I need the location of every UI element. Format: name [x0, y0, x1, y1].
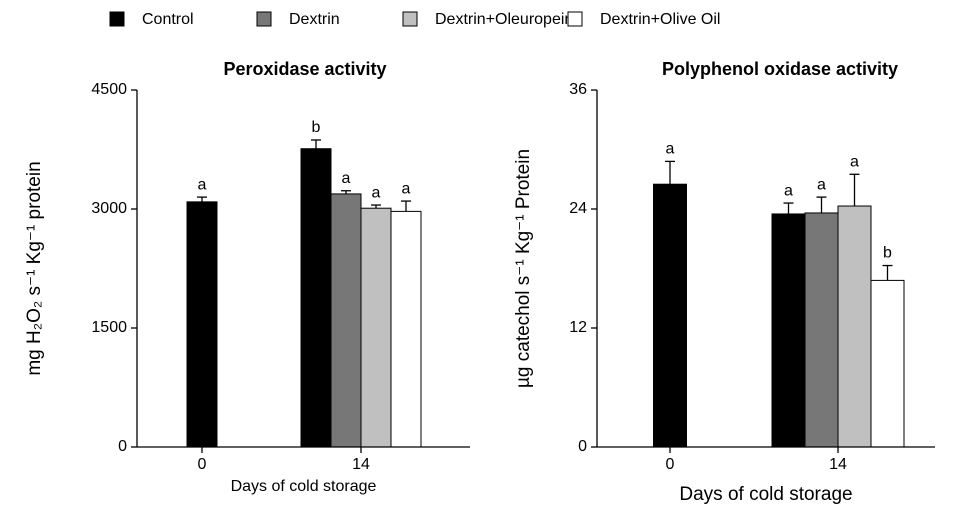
significance-label: a	[784, 182, 793, 199]
x-tick-label: 0	[198, 456, 207, 473]
significance-label: a	[666, 141, 675, 158]
bar	[186, 201, 218, 448]
y-axis-label: µg catechol s⁻¹ Kg⁻¹ Protein	[513, 149, 534, 388]
y-tick-label: 0	[578, 438, 587, 455]
significance-label: a	[372, 184, 381, 201]
bar	[804, 212, 839, 448]
y-tick-label: 4500	[91, 81, 127, 98]
bar	[870, 279, 905, 448]
y-tick-label: 36	[569, 81, 587, 98]
y-tick-label: 3000	[91, 200, 127, 217]
legend-label: Control	[142, 11, 194, 28]
significance-label: a	[342, 170, 351, 187]
legend-label: Dextrin+Olive Oil	[600, 11, 720, 28]
x-axis-label: Days of cold storage	[231, 478, 377, 495]
legend-swatch	[567, 11, 583, 27]
significance-label: a	[817, 176, 826, 193]
y-tick-label: 24	[569, 200, 587, 217]
bar	[330, 193, 362, 448]
bar	[837, 205, 872, 448]
significance-label: b	[312, 119, 321, 136]
chart-title: Peroxidase activity	[223, 59, 386, 79]
significance-label: a	[402, 180, 411, 197]
y-tick-label: 1500	[91, 319, 127, 336]
bar	[771, 213, 806, 448]
y-axis-label: mg H₂O₂ s⁻¹ Kg⁻¹ protein	[24, 161, 45, 375]
x-axis-label: Days of cold storage	[679, 484, 852, 505]
chart-title: Polyphenol oxidase activity	[662, 59, 898, 79]
significance-label: a	[850, 154, 859, 171]
y-tick-label: 12	[569, 319, 587, 336]
x-tick-label: 14	[352, 456, 370, 473]
x-tick-label: 14	[829, 456, 847, 473]
significance-label: b	[883, 245, 892, 262]
legend-label: Dextrin	[289, 11, 340, 28]
bar	[300, 148, 332, 448]
x-tick-label: 0	[666, 456, 675, 473]
legend-label: Dextrin+Oleuropein	[435, 11, 573, 28]
legend-swatch	[402, 11, 418, 27]
bar	[360, 207, 392, 448]
legend-swatch	[109, 11, 125, 27]
bar	[653, 183, 687, 448]
significance-label: a	[198, 176, 207, 193]
bar	[390, 210, 422, 448]
legend-swatch	[256, 11, 272, 27]
y-tick-label: 0	[118, 438, 127, 455]
